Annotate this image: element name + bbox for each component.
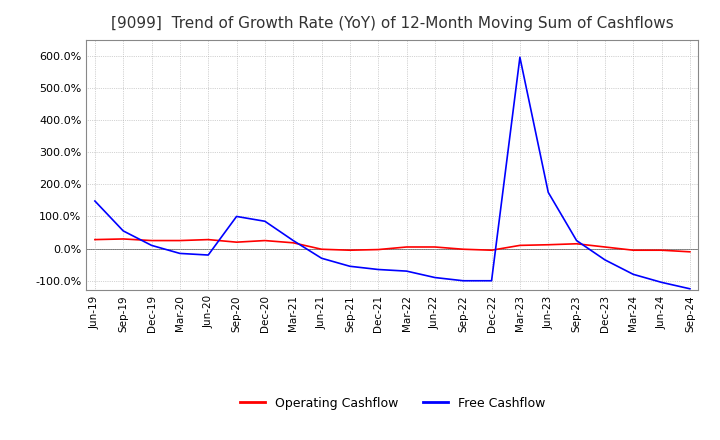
Operating Cashflow <box>572 241 581 246</box>
Operating Cashflow <box>431 244 439 249</box>
Operating Cashflow <box>176 238 184 243</box>
Free Cashflow <box>346 264 354 269</box>
Free Cashflow <box>459 278 467 283</box>
Free Cashflow <box>487 278 496 283</box>
Free Cashflow <box>261 219 269 224</box>
Free Cashflow <box>374 267 382 272</box>
Free Cashflow <box>431 275 439 280</box>
Free Cashflow <box>572 238 581 243</box>
Free Cashflow <box>148 243 156 248</box>
Free Cashflow <box>119 228 127 234</box>
Free Cashflow <box>544 190 552 195</box>
Operating Cashflow <box>119 236 127 242</box>
Operating Cashflow <box>374 247 382 252</box>
Free Cashflow <box>516 55 524 60</box>
Free Cashflow <box>176 251 184 256</box>
Operating Cashflow <box>402 244 411 249</box>
Free Cashflow <box>204 253 212 258</box>
Operating Cashflow <box>487 248 496 253</box>
Operating Cashflow <box>657 248 666 253</box>
Free Cashflow <box>657 280 666 285</box>
Operating Cashflow <box>516 243 524 248</box>
Free Cashflow <box>91 198 99 204</box>
Line: Operating Cashflow: Operating Cashflow <box>95 239 690 252</box>
Operating Cashflow <box>685 249 694 254</box>
Legend: Operating Cashflow, Free Cashflow: Operating Cashflow, Free Cashflow <box>235 392 550 414</box>
Operating Cashflow <box>233 239 241 245</box>
Line: Free Cashflow: Free Cashflow <box>95 57 690 289</box>
Operating Cashflow <box>600 244 609 249</box>
Free Cashflow <box>629 271 637 277</box>
Title: [9099]  Trend of Growth Rate (YoY) of 12-Month Moving Sum of Cashflows: [9099] Trend of Growth Rate (YoY) of 12-… <box>111 16 674 32</box>
Operating Cashflow <box>459 246 467 252</box>
Operating Cashflow <box>148 238 156 243</box>
Operating Cashflow <box>629 248 637 253</box>
Operating Cashflow <box>318 246 326 252</box>
Operating Cashflow <box>261 238 269 243</box>
Operating Cashflow <box>346 248 354 253</box>
Operating Cashflow <box>204 237 212 242</box>
Operating Cashflow <box>91 237 99 242</box>
Free Cashflow <box>233 214 241 219</box>
Free Cashflow <box>318 256 326 261</box>
Free Cashflow <box>600 257 609 263</box>
Free Cashflow <box>289 238 297 243</box>
Operating Cashflow <box>544 242 552 247</box>
Operating Cashflow <box>289 240 297 246</box>
Free Cashflow <box>685 286 694 291</box>
Free Cashflow <box>402 268 411 274</box>
